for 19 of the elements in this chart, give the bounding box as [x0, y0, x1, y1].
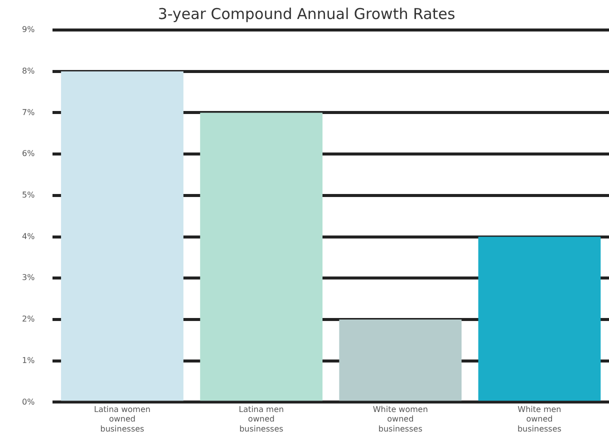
- bar: [339, 319, 462, 401]
- y-tick-label: 9%: [22, 25, 36, 34]
- x-tick-label: Latina men owned businesses: [238, 405, 284, 434]
- bar: [200, 112, 322, 401]
- y-tick-label: 4%: [22, 232, 36, 241]
- y-tick-label: 5%: [22, 190, 36, 200]
- y-tick-label: 0%: [22, 397, 36, 406]
- y-tick-label: 8%: [22, 66, 36, 76]
- y-tick-label: 2%: [22, 314, 36, 324]
- chart-title: 3-year Compound Annual Growth Rates: [158, 4, 456, 23]
- y-tick-label: 7%: [22, 108, 36, 117]
- y-tick-label: 6%: [22, 149, 36, 158]
- x-tick-label: White women owned businesses: [372, 405, 428, 434]
- y-tick-label: 3%: [22, 273, 36, 282]
- x-tick-label: White men owned businesses: [517, 405, 562, 434]
- bar: [478, 236, 601, 401]
- x-tick-label: Latina women owned businesses: [94, 405, 150, 434]
- y-tick-label: 1%: [22, 356, 36, 365]
- bar: [61, 71, 184, 401]
